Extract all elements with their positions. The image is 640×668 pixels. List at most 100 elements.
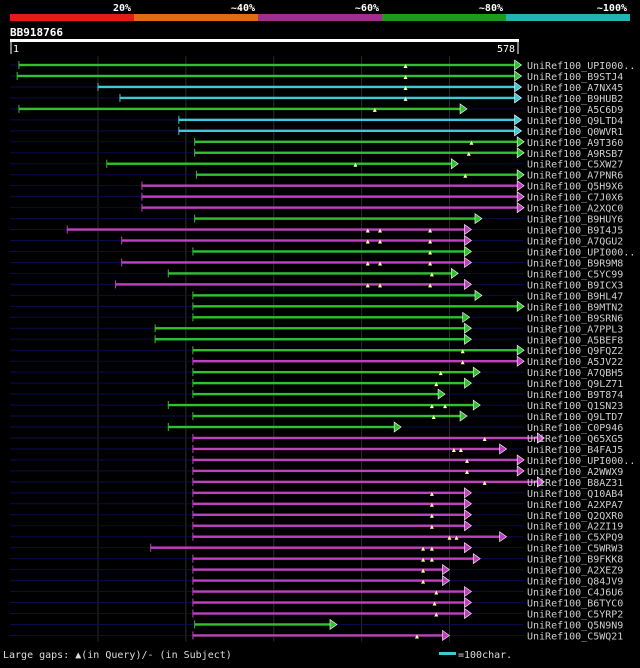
hit-arrowhead: [464, 278, 472, 290]
hit-row: UniRef100_B8AZ31: [10, 476, 623, 489]
hit-row: UniRef100_Q2QXR0: [10, 509, 623, 522]
gap-marker: [428, 228, 433, 233]
hit-label: UniRef100_B6TYC0: [527, 599, 623, 610]
hit-arrowhead: [442, 564, 450, 576]
hit-row: UniRef100_A5C6D9: [10, 103, 623, 116]
hit-label: UniRef100_B4FAJ5: [527, 445, 623, 456]
hit-row: UniRef100_Q84JV9: [10, 575, 623, 588]
gap-marker: [421, 568, 426, 573]
hit-bar: [192, 414, 462, 418]
legend-band-label: ~100%: [597, 3, 627, 14]
hit-row: UniRef100_A9RSB7: [10, 147, 623, 160]
hit-label: UniRef100_Q65XG5: [527, 434, 623, 445]
hit-bar: [168, 425, 396, 429]
gap-marker: [429, 513, 434, 518]
hit-label: UniRef100_B9I4J5: [527, 226, 623, 237]
hit-bar: [192, 381, 466, 385]
hit-label: UniRef100_B9MTN2: [527, 302, 623, 313]
hit-bar: [192, 480, 539, 484]
hit-bar: [192, 370, 475, 374]
hit-bar: [192, 601, 466, 604]
gap-marker: [403, 64, 408, 68]
hit-label: UniRef100_C5WQ21: [527, 631, 623, 642]
gap-marker: [465, 469, 470, 474]
hit-arrowhead: [516, 300, 525, 312]
hit-label: UniRef100_B9HL47: [527, 291, 623, 302]
hit-arrowhead: [464, 498, 472, 510]
hit-arrowhead: [393, 421, 402, 433]
hit-bar: [18, 107, 462, 111]
hit-row: UniRef100_B9HUY6: [10, 212, 623, 226]
gap-marker: [378, 283, 383, 288]
hit-label: UniRef100_B9ICX3: [527, 280, 623, 291]
hit-arrowhead: [474, 289, 483, 301]
legend-band-3: [258, 14, 382, 21]
hit-bar: [106, 162, 453, 165]
hit-arrowhead: [329, 618, 338, 631]
gap-marker: [365, 283, 370, 288]
gap-marker: [469, 140, 474, 145]
gap-marker: [438, 371, 443, 376]
hit-label: UniRef100_Q0WVR1: [527, 127, 623, 138]
gap-marker: [463, 173, 468, 178]
hit-label: UniRef100_A5BEF8: [527, 335, 623, 346]
hit-arrowhead: [516, 202, 525, 214]
hit-row: UniRef100_B9SRN6: [10, 311, 623, 324]
gap-marker: [421, 579, 426, 584]
hit-bar: [192, 359, 519, 363]
query-title: BB918766: [10, 26, 63, 39]
hit-label: UniRef100_B9FKK8: [527, 555, 623, 566]
hit-bar: [192, 513, 466, 516]
gap-marker: [378, 261, 383, 266]
hit-arrowhead: [464, 333, 472, 345]
hit-bar: [115, 283, 466, 286]
hit-row: UniRef100_A7PPL3: [10, 322, 623, 335]
hit-bar: [17, 74, 516, 78]
hit-bar: [141, 206, 519, 209]
hit-bar: [194, 140, 519, 143]
hit-arrowhead: [516, 136, 525, 148]
hit-label: UniRef100_B8AZ31: [527, 478, 623, 489]
hit-arrowhead: [514, 92, 523, 104]
gap-marker: [429, 502, 434, 507]
hit-label: UniRef100_B9T874: [527, 390, 623, 401]
legend-band-label: ~40%: [231, 3, 255, 14]
gap-marker: [482, 480, 487, 485]
hit-bar: [150, 546, 466, 549]
gap-marker: [428, 239, 433, 244]
ruler-end-label: 578: [497, 44, 515, 55]
hit-bar: [192, 557, 475, 560]
hit-arrowhead: [464, 542, 472, 554]
hit-bar: [192, 349, 519, 352]
hit-arrowhead: [459, 103, 468, 115]
hit-bar: [192, 305, 519, 308]
hit-row: UniRef100_Q10AB4: [10, 487, 623, 500]
hit-bar: [178, 118, 516, 122]
hit-row: UniRef100_B6TYC0: [10, 596, 623, 610]
hit-label: UniRef100_Q5H9X6: [527, 182, 623, 193]
hit-arrowhead: [514, 125, 523, 137]
hit-bar: [192, 579, 444, 582]
query-ruler-bar: [10, 39, 519, 42]
hit-bar: [192, 634, 444, 637]
hit-label: UniRef100_Q2QXR0: [527, 511, 623, 522]
hit-bar: [192, 294, 476, 297]
hit-label: UniRef100_B9HUY6: [527, 215, 623, 226]
hit-row: UniRef100_C7J0X6: [10, 191, 623, 204]
hit-arrowhead: [464, 607, 472, 620]
hit-bar: [168, 403, 475, 407]
hit-label: UniRef100_C7J0X6: [527, 193, 623, 204]
hit-arrowhead: [464, 223, 472, 236]
hit-row: UniRef100_C5WRW3: [10, 542, 623, 555]
hit-bar: [155, 338, 466, 341]
hit-row: UniRef100_Q9LTD7: [10, 410, 623, 423]
hit-label: UniRef100_A7QGU2: [527, 237, 623, 248]
hit-bar: [192, 524, 466, 527]
gap-marker: [458, 447, 463, 452]
hit-bar: [141, 184, 519, 187]
hit-row: UniRef100_UPI000..: [10, 245, 635, 258]
hit-label: UniRef100_Q1SN23: [527, 401, 623, 412]
gap-marker: [431, 415, 436, 420]
gap-marker: [454, 535, 459, 540]
